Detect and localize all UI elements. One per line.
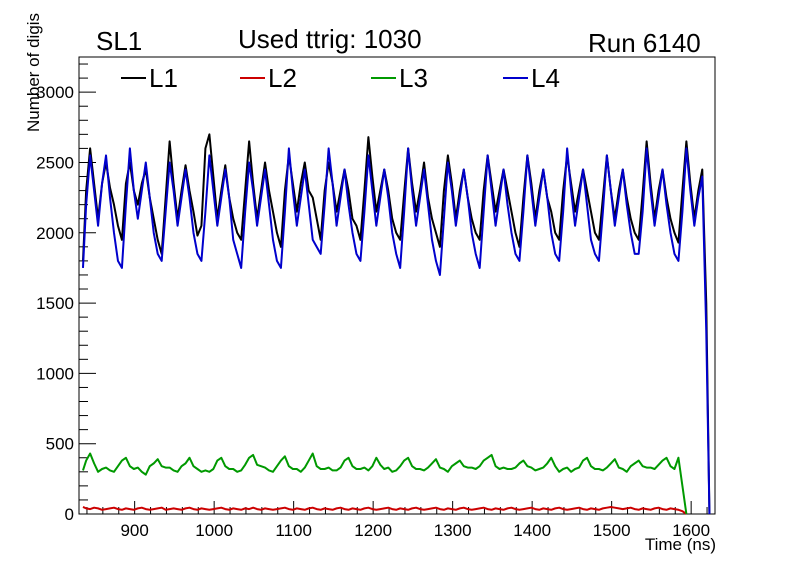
plot-frame (78, 56, 716, 515)
x-axis-label: Time (ns) (644, 535, 716, 554)
legend-label-l3: L3 (399, 63, 428, 93)
x-tick-label: 1100 (275, 521, 312, 540)
x-tick-label: 1300 (434, 521, 472, 540)
run-label: Run 6140 (588, 28, 701, 58)
legend-label-l4: L4 (531, 63, 560, 93)
series-line-l2 (82, 505, 687, 515)
superlayer-label: SL1 (96, 26, 143, 56)
y-tick-label: 2500 (36, 153, 74, 172)
legend-label-l2: L2 (268, 63, 297, 93)
y-tick-label: 1500 (36, 294, 74, 313)
x-tick-label: 1000 (195, 521, 233, 540)
legend-label-l1: L1 (149, 63, 178, 93)
y-tick-label: 3000 (36, 83, 74, 102)
y-tick-label: 0 (65, 505, 74, 524)
series-line-l1 (81, 133, 711, 515)
x-tick-label: 900 (120, 521, 148, 540)
x-tick-label: 1500 (593, 521, 631, 540)
y-tick-label: 2000 (36, 224, 74, 243)
x-tick-label: 1600 (672, 521, 710, 540)
series-line-l3 (82, 452, 688, 515)
x-tick-label: 1200 (354, 521, 392, 540)
chart-title: Used ttrig: 1030 (238, 24, 422, 54)
x-tick-label: 1400 (513, 521, 551, 540)
series-line-l4 (81, 147, 711, 515)
y-tick-label: 500 (46, 435, 74, 454)
y-tick-label: 1000 (36, 364, 74, 383)
